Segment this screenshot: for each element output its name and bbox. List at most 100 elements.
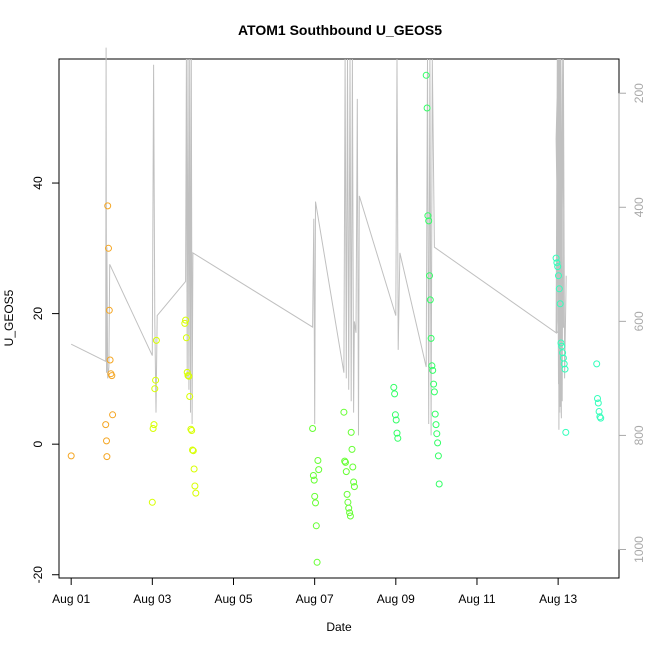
data-point: [427, 334, 435, 342]
data-point: [341, 457, 349, 465]
data-point: [189, 447, 197, 455]
data-point: [390, 383, 398, 391]
data-point: [314, 457, 322, 464]
data-point: [560, 360, 568, 368]
data-point: [151, 385, 159, 393]
data-point: [552, 254, 560, 262]
right-tick-label: 200: [632, 83, 646, 103]
y-tick-label: 20: [31, 307, 45, 321]
data-point: [594, 399, 602, 407]
data-point: [313, 558, 321, 566]
data-point: [597, 414, 605, 422]
data-point: [557, 339, 565, 347]
pressure-line-layer: [70, 47, 567, 436]
data-point: [433, 430, 441, 438]
data-point: [309, 472, 317, 479]
data-point: [426, 272, 433, 280]
data-point: [561, 365, 569, 373]
data-point: [391, 390, 399, 398]
x-axis-label: Date: [326, 620, 352, 634]
data-point: [183, 368, 191, 376]
data-point: [186, 393, 194, 400]
data-point: [187, 425, 195, 433]
data-point: [342, 458, 349, 466]
data-point: [67, 452, 75, 460]
data-point: [434, 452, 442, 460]
data-point: [340, 408, 348, 416]
pressure-line: [70, 47, 567, 436]
data-point: [422, 71, 430, 79]
data-point: [558, 342, 566, 350]
x-tick-label: Aug 05: [214, 592, 252, 606]
data-point: [556, 300, 564, 308]
data-point: [103, 453, 111, 461]
data-point: [393, 429, 401, 437]
data-point: [555, 285, 563, 293]
data-point: [185, 372, 193, 380]
data-point: [391, 411, 399, 419]
data-point: [346, 509, 354, 517]
data-point: [315, 466, 323, 474]
y-tick-label: 0: [31, 441, 45, 448]
data-point: [103, 437, 110, 445]
data-point: [184, 372, 192, 380]
data-point: [559, 349, 567, 357]
data-point: [349, 463, 357, 471]
data-point: [182, 316, 190, 324]
data-point: [188, 427, 196, 434]
x-tick-label: Aug 13: [539, 592, 577, 606]
data-point: [430, 380, 438, 388]
x-tick-label: Aug 01: [52, 592, 90, 606]
data-point: [310, 476, 318, 484]
data-point: [394, 434, 402, 442]
data-point: [553, 259, 561, 267]
x-tick-label: Aug 07: [296, 592, 334, 606]
data-point: [428, 362, 436, 370]
data-point: [152, 336, 160, 344]
y-tick-label: 40: [31, 176, 45, 190]
data-point: [105, 244, 112, 252]
data-point: [148, 498, 156, 506]
data-point: [105, 306, 113, 314]
data-point: [431, 410, 439, 418]
data-point: [149, 425, 157, 432]
data-point: [429, 366, 437, 374]
data-point: [343, 490, 351, 498]
right-tick-label: 400: [632, 197, 646, 217]
data-point: [430, 388, 438, 396]
data-point: [342, 468, 350, 476]
data-point: [348, 445, 356, 453]
points-layer: [67, 71, 605, 566]
x-tick-label: Aug 03: [133, 592, 171, 606]
data-point: [426, 296, 434, 304]
data-point: [312, 522, 320, 530]
data-point: [554, 263, 562, 271]
right-tick-label: 600: [632, 311, 646, 331]
data-point: [190, 465, 198, 473]
data-point: [435, 480, 443, 488]
data-point: [346, 512, 354, 520]
right-tick-label: 1000: [632, 536, 646, 563]
data-point: [312, 499, 319, 507]
data-point: [102, 421, 110, 429]
data-point: [594, 395, 601, 402]
data-point: [347, 428, 355, 436]
right-tick-label: 800: [632, 425, 646, 445]
data-point: [350, 483, 358, 491]
x-tick-label: Aug 09: [377, 592, 415, 606]
data-point: [106, 356, 114, 364]
data-point: [104, 202, 112, 210]
data-point: [109, 411, 117, 419]
data-point: [562, 428, 570, 436]
y-tick-label: -20: [31, 566, 45, 584]
data-point: [423, 104, 431, 112]
data-point: [432, 421, 440, 429]
data-point: [150, 421, 158, 429]
chart-title: ATOM1 Southbound U_GEOS5: [238, 22, 442, 38]
data-point: [181, 319, 189, 327]
data-point: [425, 217, 433, 225]
data-point: [311, 492, 319, 500]
data-point: [152, 376, 160, 384]
data-point: [182, 334, 190, 342]
